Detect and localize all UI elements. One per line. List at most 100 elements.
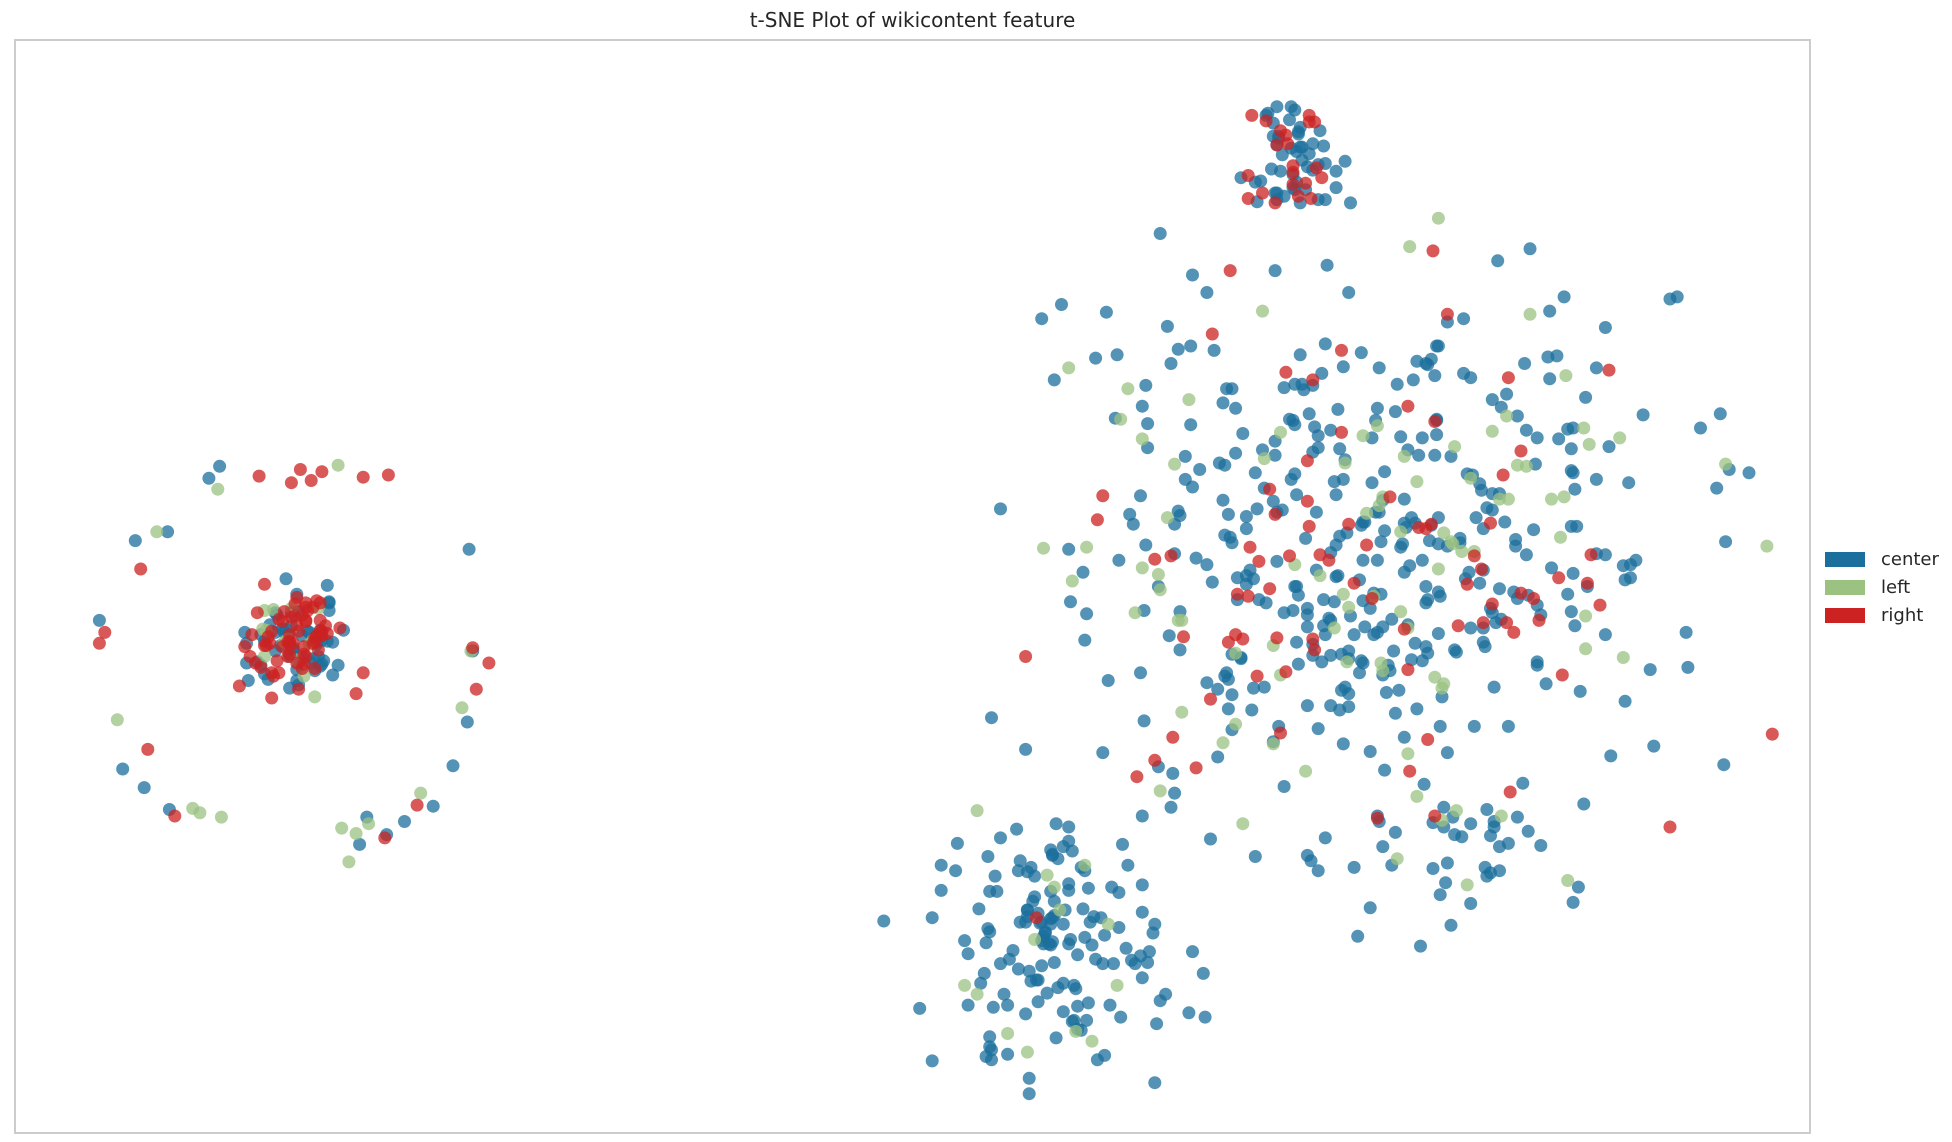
point-left-72 bbox=[1313, 569, 1327, 583]
point-left-43 bbox=[1256, 304, 1269, 318]
point-right-165 bbox=[1229, 628, 1243, 642]
point-center-333 bbox=[1372, 361, 1386, 375]
point-center-622 bbox=[1081, 881, 1095, 895]
point-center-250 bbox=[1290, 488, 1304, 502]
point-center-418 bbox=[1464, 371, 1478, 385]
point-left-70 bbox=[1037, 541, 1050, 555]
point-right-40 bbox=[250, 606, 264, 620]
chart-title: t-SNE Plot of wikicontent feature bbox=[749, 8, 1076, 32]
point-right-184 bbox=[1281, 137, 1295, 151]
point-right-90 bbox=[1403, 764, 1417, 778]
point-left-129 bbox=[1449, 804, 1463, 818]
point-left-121 bbox=[1101, 917, 1115, 931]
point-right-147 bbox=[1527, 592, 1541, 605]
point-right-156 bbox=[1663, 820, 1677, 834]
point-center-536 bbox=[1010, 822, 1024, 836]
point-center-1 bbox=[426, 799, 440, 813]
point-left-75 bbox=[1229, 646, 1243, 660]
point-center-302 bbox=[1388, 706, 1402, 720]
point-center-151 bbox=[1317, 593, 1331, 607]
point-right-88 bbox=[1428, 809, 1442, 823]
point-center-546 bbox=[1150, 1017, 1164, 1031]
point-center-659 bbox=[1134, 949, 1147, 963]
point-left-102 bbox=[1175, 613, 1189, 627]
point-center-673 bbox=[1437, 800, 1451, 814]
point-center-128 bbox=[1624, 571, 1637, 585]
point-center-242 bbox=[1076, 565, 1090, 579]
point-center-369 bbox=[1311, 722, 1325, 736]
point-center-471 bbox=[1275, 148, 1289, 162]
plot-area-frame bbox=[14, 39, 1811, 1134]
point-right-116 bbox=[1300, 454, 1314, 468]
point-center-110 bbox=[1277, 780, 1291, 793]
point-right-4 bbox=[469, 682, 483, 696]
point-center-38 bbox=[279, 572, 293, 586]
point-right-144 bbox=[1148, 552, 1162, 566]
point-center-354 bbox=[1356, 553, 1370, 567]
point-right-107 bbox=[1279, 365, 1293, 379]
legend-swatch-left bbox=[1825, 579, 1865, 595]
point-center-597 bbox=[994, 831, 1007, 845]
point-right-128 bbox=[1401, 663, 1415, 677]
point-center-619 bbox=[1146, 926, 1160, 940]
point-center-508 bbox=[1317, 139, 1331, 153]
point-right-72 bbox=[295, 662, 309, 675]
point-left-84 bbox=[1410, 789, 1424, 803]
point-left-60 bbox=[1394, 605, 1408, 619]
point-center-339 bbox=[1397, 492, 1411, 506]
point-left-116 bbox=[1053, 903, 1067, 917]
point-center-423 bbox=[1223, 530, 1237, 544]
point-center-377 bbox=[1252, 593, 1266, 607]
point-center-346 bbox=[1410, 354, 1424, 368]
point-left-42 bbox=[1135, 561, 1149, 575]
point-center-81 bbox=[1604, 749, 1618, 763]
point-left-9 bbox=[342, 855, 356, 869]
point-center-360 bbox=[1173, 509, 1187, 522]
point-center-577 bbox=[934, 883, 948, 897]
point-left-120 bbox=[970, 804, 984, 818]
point-left-36 bbox=[1554, 530, 1567, 544]
point-right-114 bbox=[1130, 770, 1144, 784]
point-right-10 bbox=[356, 470, 370, 484]
point-left-111 bbox=[1437, 677, 1451, 691]
point-center-159 bbox=[1134, 666, 1147, 680]
point-center-192 bbox=[1331, 402, 1345, 416]
point-right-130 bbox=[1484, 516, 1497, 530]
point-right-135 bbox=[1270, 631, 1284, 645]
point-center-569 bbox=[1135, 809, 1149, 823]
point-left-10 bbox=[349, 827, 363, 840]
point-center-665 bbox=[1351, 929, 1365, 943]
point-center-456 bbox=[1324, 423, 1338, 437]
point-center-381 bbox=[1080, 607, 1094, 621]
point-left-109 bbox=[1299, 764, 1313, 778]
point-right-141 bbox=[1347, 576, 1361, 590]
point-right-183 bbox=[1268, 196, 1282, 210]
point-center-426 bbox=[1283, 412, 1296, 426]
point-center-600 bbox=[925, 1054, 939, 1068]
point-center-359 bbox=[1320, 258, 1334, 272]
point-center-6 bbox=[460, 715, 474, 729]
point-center-153 bbox=[1286, 604, 1300, 617]
point-left-114 bbox=[1028, 933, 1042, 946]
point-center-123 bbox=[1196, 966, 1210, 980]
point-right-58 bbox=[265, 624, 279, 638]
point-center-468 bbox=[1200, 676, 1214, 690]
point-center-277 bbox=[1055, 298, 1068, 311]
point-center-328 bbox=[1530, 431, 1544, 445]
point-center-253 bbox=[985, 711, 998, 725]
legend-item-center: center bbox=[1825, 545, 1939, 573]
point-center-125 bbox=[1200, 286, 1214, 299]
point-right-153 bbox=[1593, 598, 1607, 612]
point-center-540 bbox=[1107, 957, 1120, 971]
point-right-15 bbox=[168, 809, 182, 823]
point-right-120 bbox=[1096, 489, 1110, 503]
point-center-541 bbox=[986, 1000, 1000, 1014]
point-center-239 bbox=[1247, 681, 1260, 695]
point-center-621 bbox=[1096, 957, 1110, 971]
point-left-74 bbox=[1613, 431, 1627, 445]
point-left-78 bbox=[1168, 457, 1182, 471]
point-left-4 bbox=[362, 817, 376, 831]
point-center-232 bbox=[1333, 703, 1347, 717]
point-right-140 bbox=[1397, 622, 1411, 636]
point-center-518 bbox=[877, 914, 891, 928]
